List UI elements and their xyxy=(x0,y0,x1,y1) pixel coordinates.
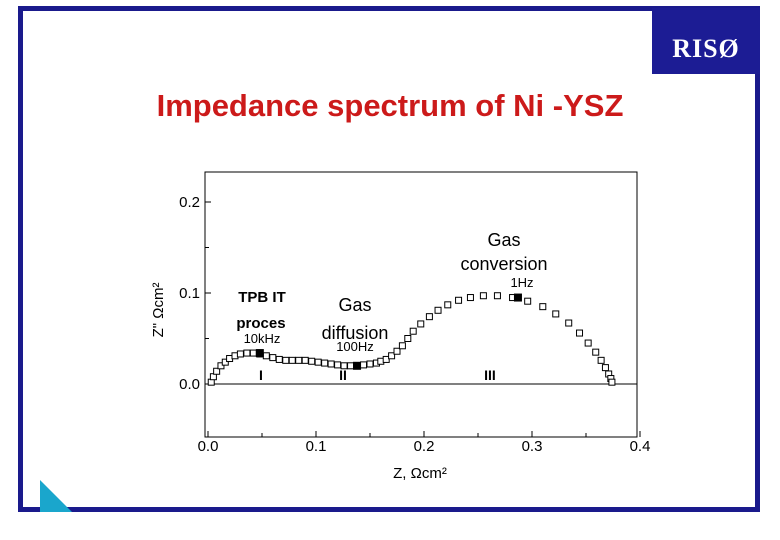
logo-text: RISØ xyxy=(672,34,740,63)
freq-label-1hz: 1Hz xyxy=(510,275,533,290)
region-label-2: II xyxy=(339,367,347,383)
data-point xyxy=(425,313,433,321)
x-axis-ticks: 0.0 0.1 0.2 0.3 0.4 xyxy=(198,431,651,455)
data-point xyxy=(393,347,401,355)
data-point xyxy=(314,358,322,366)
y-axis-label: Z" Ωcm² xyxy=(150,283,167,338)
y-tick-label: 0.0 xyxy=(179,376,200,393)
annotation-gas-conversion-line2: conversion xyxy=(460,254,547,274)
highlighted-point xyxy=(513,293,522,302)
region-label-1: I xyxy=(259,367,263,383)
annotation-gas-conversion-line1: Gas xyxy=(487,230,520,250)
data-point xyxy=(282,356,290,364)
data-point xyxy=(576,329,584,337)
data-point xyxy=(366,360,374,368)
data-point xyxy=(479,292,487,300)
x-tick-label: 0.2 xyxy=(414,438,435,455)
data-point xyxy=(584,339,592,347)
data-point xyxy=(493,292,501,300)
data-point xyxy=(539,303,547,311)
data-point xyxy=(524,297,532,305)
highlighted-point xyxy=(255,349,264,358)
data-point xyxy=(347,362,355,370)
riso-logo: RISØ xyxy=(652,8,760,74)
data-point xyxy=(262,352,270,360)
data-point xyxy=(249,349,257,357)
freq-label-10khz: 10kHz xyxy=(244,331,281,346)
highlighted-points xyxy=(255,293,522,370)
y-tick-label: 0.1 xyxy=(179,285,200,302)
data-point xyxy=(466,294,474,302)
data-point xyxy=(275,355,283,363)
data-point xyxy=(608,378,616,386)
data-point xyxy=(301,356,309,364)
data-point xyxy=(213,367,221,375)
annotation-gas-diffusion-line1: Gas xyxy=(338,295,371,315)
x-tick-label: 0.3 xyxy=(522,438,543,455)
data-point xyxy=(321,359,329,367)
region-label-3: III xyxy=(484,367,496,383)
data-point xyxy=(404,335,412,342)
data-point xyxy=(601,364,609,372)
data-point xyxy=(382,355,390,363)
corner-triangle-decoration xyxy=(40,480,72,512)
data-point xyxy=(221,358,229,366)
data-point xyxy=(455,296,463,304)
annotation-gas-diffusion-line2: diffusion xyxy=(322,323,389,343)
data-point xyxy=(552,310,560,318)
slide-title: Impedance spectrum of Ni -YSZ xyxy=(156,88,624,123)
data-point xyxy=(217,362,225,370)
x-tick-label: 0.4 xyxy=(630,438,651,455)
y-axis-ticks: 0.0 0.1 0.2 xyxy=(179,194,211,393)
data-point xyxy=(243,349,251,357)
x-tick-label: 0.1 xyxy=(306,438,327,455)
data-point xyxy=(597,356,605,364)
x-axis-label: Z, Ωcm² xyxy=(393,465,447,482)
data-point xyxy=(592,348,600,356)
annotation-tpb-line2: proces xyxy=(236,315,285,332)
highlighted-point xyxy=(353,361,362,370)
annotation-tpb-line1: TPB IT xyxy=(238,289,286,306)
data-point xyxy=(409,327,417,335)
plot-area xyxy=(204,171,638,438)
data-point xyxy=(398,342,406,350)
freq-label-100hz: 100Hz xyxy=(336,339,374,354)
x-tick-label: 0.0 xyxy=(198,438,219,455)
data-point xyxy=(444,301,452,309)
data-point xyxy=(327,360,335,368)
data-point xyxy=(417,320,425,328)
data-point xyxy=(388,352,396,360)
data-point xyxy=(360,361,368,369)
y-tick-label: 0.2 xyxy=(179,194,200,211)
data-point xyxy=(434,306,442,314)
data-point xyxy=(288,356,296,364)
data-point xyxy=(236,350,244,358)
data-point xyxy=(308,357,316,365)
data-point xyxy=(269,354,277,362)
data-point xyxy=(295,356,303,364)
data-point xyxy=(565,319,573,327)
